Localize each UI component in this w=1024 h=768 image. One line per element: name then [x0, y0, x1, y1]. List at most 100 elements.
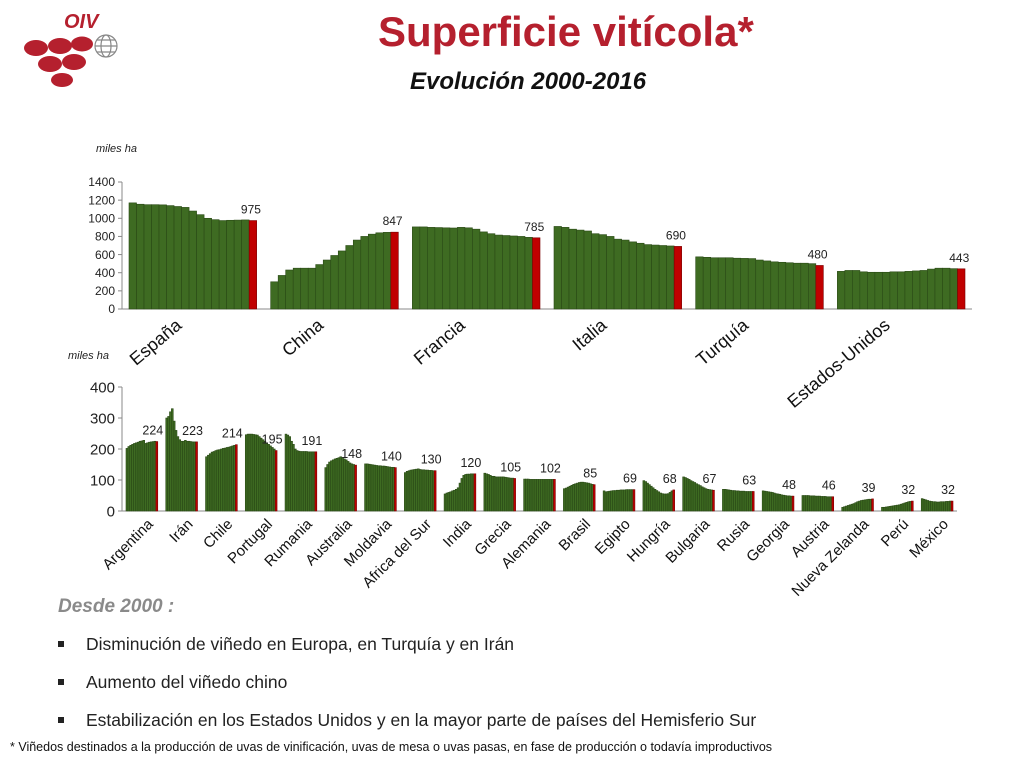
data-label: 32 [941, 483, 955, 497]
bar [367, 233, 377, 310]
bullet-square-icon [58, 641, 64, 647]
data-label: 67 [703, 472, 717, 486]
bar [155, 441, 159, 512]
y-tick-label: 200 [90, 441, 115, 458]
bar [867, 271, 876, 310]
page-title: Superficie vitícola* [378, 8, 754, 55]
bar [188, 210, 197, 310]
bar [950, 500, 954, 512]
y-axis-label: miles ha [68, 350, 109, 362]
bar [911, 500, 914, 512]
bar [195, 441, 198, 512]
bar [792, 262, 802, 310]
summary-item-text: Estabilización en los Estados Unidos y e… [86, 710, 757, 730]
bar [949, 268, 958, 310]
bullet-square-icon [58, 717, 64, 723]
data-label: 975 [241, 203, 261, 217]
bar [673, 246, 682, 310]
y-tick-label: 400 [90, 379, 115, 396]
data-label: 148 [341, 447, 362, 461]
category-label: Bulgaria [662, 515, 713, 566]
bar [479, 231, 488, 310]
page-subtitle: Evolución 2000-2016 [410, 68, 647, 95]
bar [472, 228, 481, 310]
summary-item: Estabilización en los Estados Unidos y e… [58, 708, 756, 746]
bar [576, 229, 585, 310]
data-label: 195 [262, 433, 283, 447]
bar [517, 236, 526, 310]
bar [151, 204, 160, 310]
data-label: 224 [142, 424, 163, 438]
bar [203, 217, 212, 310]
bar [561, 227, 570, 310]
bar [427, 227, 436, 310]
bar [583, 230, 592, 310]
bar [912, 270, 921, 310]
chart-other-countries: miles ha 0 100 200 300 400 224 Argentina 223 Irán… [68, 350, 957, 600]
oiv-logo: OIV [14, 6, 124, 90]
bar [852, 270, 861, 310]
bar [390, 231, 399, 310]
data-label: 785 [524, 220, 544, 234]
data-label: 85 [583, 467, 597, 481]
y-axis-label: miles ha [96, 143, 137, 155]
category-label: México [906, 516, 952, 562]
y-tick-label: 0 [107, 503, 115, 520]
bar [752, 491, 755, 512]
bar [345, 245, 354, 310]
y-tick-label: 300 [90, 410, 115, 427]
bar [300, 267, 309, 310]
bar [934, 267, 943, 310]
bar [457, 227, 466, 310]
category-label: India [440, 515, 475, 550]
summary-item: Aumento del viñedo chino [58, 670, 756, 708]
bar [532, 237, 541, 310]
bar [755, 259, 764, 310]
bar [628, 241, 637, 310]
bar [791, 495, 795, 512]
data-label: 191 [301, 434, 322, 448]
bar [509, 235, 518, 310]
bar [613, 238, 622, 310]
bar [285, 269, 294, 310]
bar [553, 479, 556, 512]
bar [747, 258, 757, 310]
category-label: Argentina [99, 515, 157, 573]
data-label: 68 [663, 472, 677, 486]
globe-icon [94, 34, 118, 58]
bar [871, 498, 874, 512]
y-tick-label: 800 [95, 230, 115, 244]
data-label: 847 [383, 214, 403, 228]
data-label: 480 [808, 247, 828, 261]
bar [226, 219, 235, 310]
bar [442, 227, 451, 310]
bar [717, 257, 727, 310]
summary-list: Disminución de viñedo en Europa, en Turq… [58, 632, 756, 746]
bar [725, 257, 734, 310]
bar [360, 236, 369, 310]
bar [904, 271, 913, 310]
bar [740, 258, 749, 310]
summary-item-text: Aumento del viñedo chino [86, 672, 288, 692]
bar [277, 275, 286, 310]
logo-text: OIV [64, 11, 100, 33]
bar [598, 234, 607, 310]
bar [314, 451, 318, 512]
bar [770, 261, 779, 310]
bar [732, 257, 742, 310]
bar [672, 489, 675, 512]
bar [874, 271, 883, 310]
bar [394, 467, 397, 512]
bar [785, 262, 794, 310]
bar [235, 444, 238, 512]
bar [859, 271, 868, 310]
bar [473, 473, 477, 512]
data-label: 102 [540, 461, 561, 475]
bar [315, 264, 324, 310]
bar [927, 268, 936, 310]
bar [712, 489, 715, 512]
bar [606, 236, 615, 310]
bar [449, 227, 458, 310]
category-label: Perú [878, 516, 912, 550]
bar [651, 244, 660, 310]
